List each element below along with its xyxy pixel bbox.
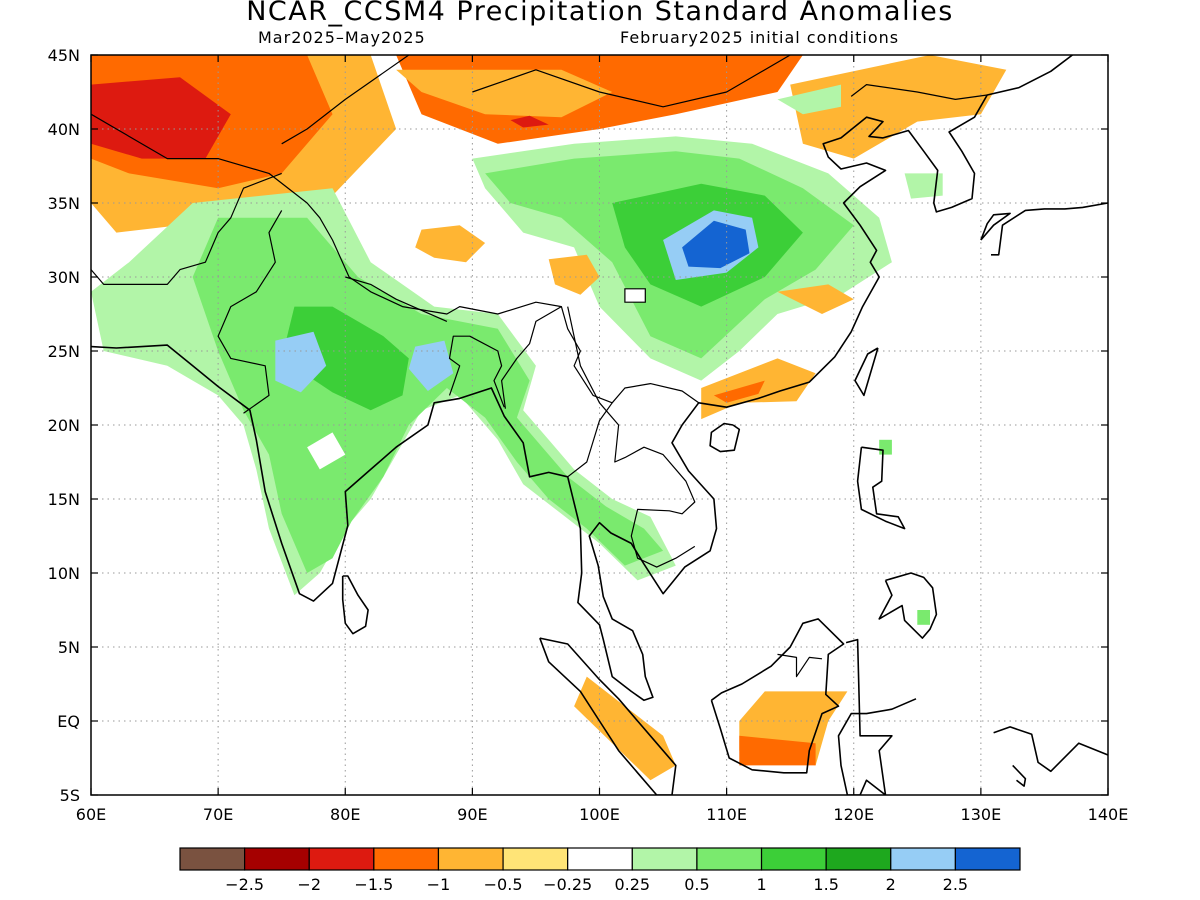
coastline [854, 347, 879, 397]
anomaly-region-21 [275, 331, 327, 393]
country-border [567, 402, 613, 478]
colorbar-label: −1 [427, 875, 451, 894]
colorbar-swatch [179, 847, 246, 871]
colorbar-swatch [760, 847, 827, 871]
anomaly-region-17 [777, 84, 841, 115]
colorbar-swatch [631, 847, 698, 871]
country-border [217, 210, 283, 414]
colorbar-swatch [502, 847, 569, 871]
map-title: NCAR_CCSM4 Precipitation Standard Anomal… [246, 0, 954, 27]
colorbar: −2.5 −2 −1.5 −1 −0.5 −0.25 0.25 0.5 1 1.5 2 2.5 [179, 847, 1021, 894]
anomaly-region-22 [408, 340, 454, 391]
lat-tick-label: 5N [58, 638, 80, 657]
coastline [709, 422, 741, 453]
country-border [850, 83, 988, 101]
coastline [993, 726, 1108, 773]
coastline [539, 637, 677, 795]
country-border [501, 306, 562, 409]
lat-tick-label: 40N [48, 120, 80, 139]
lat-tick-label: 35N [48, 194, 80, 213]
anomaly-region-26 [574, 676, 676, 781]
colorbar-swatch [696, 847, 763, 871]
anomaly-region-29 [917, 610, 930, 625]
colorbar-label: −0.25 [543, 875, 592, 894]
colorbar-label: 2.5 [943, 875, 968, 894]
lon-tick-label: 60E [76, 805, 106, 824]
anomaly-region-12 [548, 254, 600, 295]
lon-tick-label: 70E [203, 805, 233, 824]
country-border [281, 55, 410, 145]
colorbar-swatch [890, 847, 956, 871]
lat-tick-label: 10N [48, 564, 80, 583]
lat-tick-label: 5S [60, 786, 80, 805]
colorbar-label: 0.25 [614, 875, 650, 894]
lon-tick-label: 80E [330, 805, 360, 824]
lon-tick-label: 110E [706, 805, 747, 824]
forecast-period: Mar2025–May2025 [258, 28, 426, 47]
lat-tick-label: 30N [48, 268, 80, 287]
country-border [91, 113, 700, 404]
colorbar-swatch [373, 847, 440, 871]
lat-tick-label: EQ [57, 712, 80, 731]
anomaly-region-4 [396, 69, 613, 118]
anomaly-region-27 [904, 173, 943, 199]
lake [624, 288, 646, 303]
colorbar-label: 0.5 [684, 875, 709, 894]
anomaly-region-2 [91, 77, 231, 159]
coastline [341, 575, 369, 635]
anomaly-region-28 [879, 439, 892, 455]
colorbar-label: 1.5 [813, 875, 838, 894]
country-border [777, 653, 823, 678]
coastline [856, 446, 906, 530]
anomaly-region-5 [510, 115, 549, 128]
colorbar-swatch [567, 847, 633, 871]
anomaly-region-16 [790, 55, 1007, 159]
colorbar-swatch [244, 847, 310, 871]
lat-tick-label: 20N [48, 416, 80, 435]
axis-ticks: 60E 70E 80E 90E 100E 110E 120E 130E 140E 5S EQ 5N 10… [48, 46, 1129, 824]
colorbar-swatch [954, 847, 1021, 871]
anomaly-region-23 [307, 432, 346, 470]
coastline [1012, 764, 1027, 787]
gridlines [91, 55, 1108, 795]
anomaly-region-11 [415, 225, 486, 263]
colorbar-swatch [437, 847, 504, 871]
coastline [91, 55, 1073, 702]
lat-tick-label: 25N [48, 342, 80, 361]
colorbar-label: −2.5 [225, 875, 264, 894]
country-border [448, 335, 505, 408]
country-border [345, 276, 448, 322]
initial-conditions-label: February2025 initial conditions [620, 28, 900, 47]
coastline [980, 212, 1011, 241]
colorbar-swatch [825, 847, 892, 871]
lon-tick-label: 140E [1088, 805, 1129, 824]
anomaly-region-25 [739, 735, 816, 766]
lat-tick-label: 15N [48, 490, 80, 509]
anomaly-region-15 [777, 284, 854, 314]
country-border [91, 172, 282, 285]
colorbar-label: 1 [756, 875, 766, 894]
lon-tick-label: 100E [579, 805, 620, 824]
lat-tick-label: 45N [48, 46, 80, 65]
coastline [991, 202, 1108, 256]
country-border [567, 306, 696, 568]
coastline [878, 572, 938, 639]
colorbar-label: −0.5 [484, 875, 523, 894]
country-border [472, 55, 791, 108]
colorbar-swatch [308, 847, 375, 871]
colorbar-label: −2 [297, 875, 321, 894]
anomaly-shading-layer [91, 55, 1007, 781]
colorbar-label: −1.5 [354, 875, 393, 894]
lon-tick-label: 120E [833, 805, 874, 824]
lon-tick-label: 130E [961, 805, 1002, 824]
lon-tick-label: 90E [457, 805, 487, 824]
coastlines-and-borders [91, 55, 1108, 795]
anomaly-region-10 [682, 220, 750, 269]
colorbar-label: 2 [886, 875, 896, 894]
coastline [710, 618, 845, 774]
coastline [837, 638, 917, 795]
